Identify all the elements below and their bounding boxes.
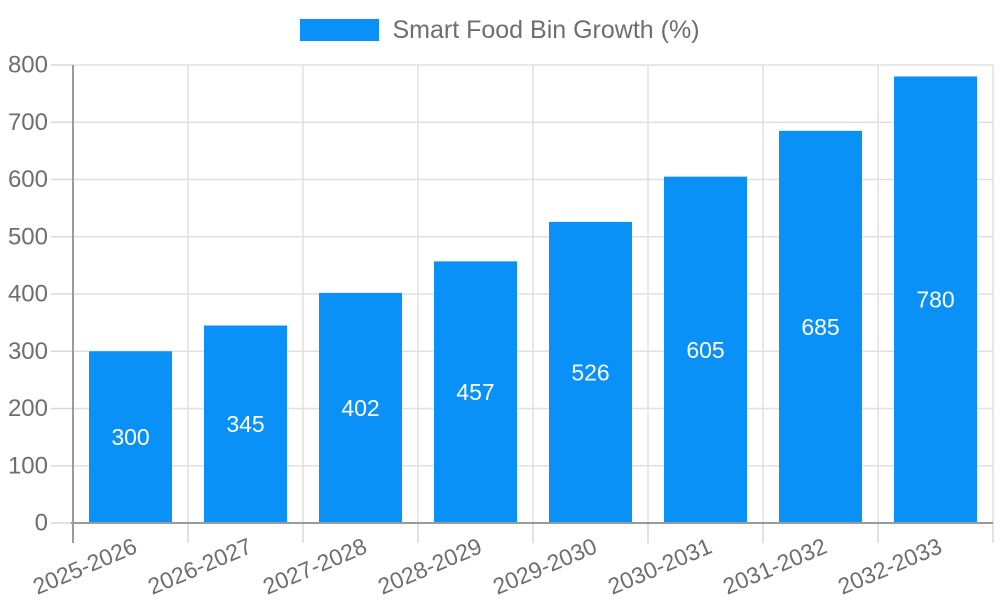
bar-2028-2029[interactable] [434, 261, 517, 523]
bar-value-label: 526 [571, 359, 609, 385]
y-tick-label: 400 [8, 281, 48, 308]
x-tick-label: 2031-2032 [719, 533, 830, 600]
x-tick-label: 2030-2031 [604, 533, 715, 600]
bar-value-label: 457 [456, 379, 494, 405]
bar-value-label: 685 [801, 314, 839, 340]
bar-2029-2030[interactable] [549, 221, 632, 524]
y-tick-label: 100 [8, 452, 48, 479]
x-tick-label: 2029-2030 [489, 533, 600, 600]
y-tick-label: 0 [35, 510, 48, 537]
bar-value-label: 345 [226, 411, 264, 437]
y-tick-label: 800 [8, 52, 48, 79]
legend[interactable]: Smart Food Bin Growth (%) [0, 14, 1000, 46]
legend-label: Smart Food Bin Growth (%) [392, 15, 700, 44]
bar-2027-2028[interactable] [319, 292, 402, 523]
y-tick-label: 300 [8, 338, 48, 365]
bar-2032-2033[interactable] [894, 76, 977, 523]
x-tick-label: 2026-2027 [144, 533, 255, 600]
x-tick-label: 2027-2028 [259, 533, 370, 600]
bar-2026-2027[interactable] [204, 325, 287, 523]
bar-2030-2031[interactable] [664, 176, 747, 523]
bar-2031-2032[interactable] [779, 130, 862, 523]
y-tick-label: 700 [8, 109, 48, 136]
y-tick-label: 600 [8, 166, 48, 193]
bar-value-label: 402 [341, 395, 379, 421]
bar-value-label: 605 [686, 337, 724, 363]
bar-2025-2026[interactable] [89, 351, 172, 523]
x-tick-label: 2028-2029 [374, 533, 485, 600]
bar-value-label: 780 [916, 287, 954, 313]
legend-swatch [300, 19, 380, 41]
y-tick-label: 500 [8, 223, 48, 250]
x-tick-label: 2025-2026 [29, 533, 140, 600]
bar-value-label: 300 [111, 424, 149, 450]
x-tick-label: 2032-2033 [834, 533, 945, 600]
y-tick-label: 200 [8, 395, 48, 422]
